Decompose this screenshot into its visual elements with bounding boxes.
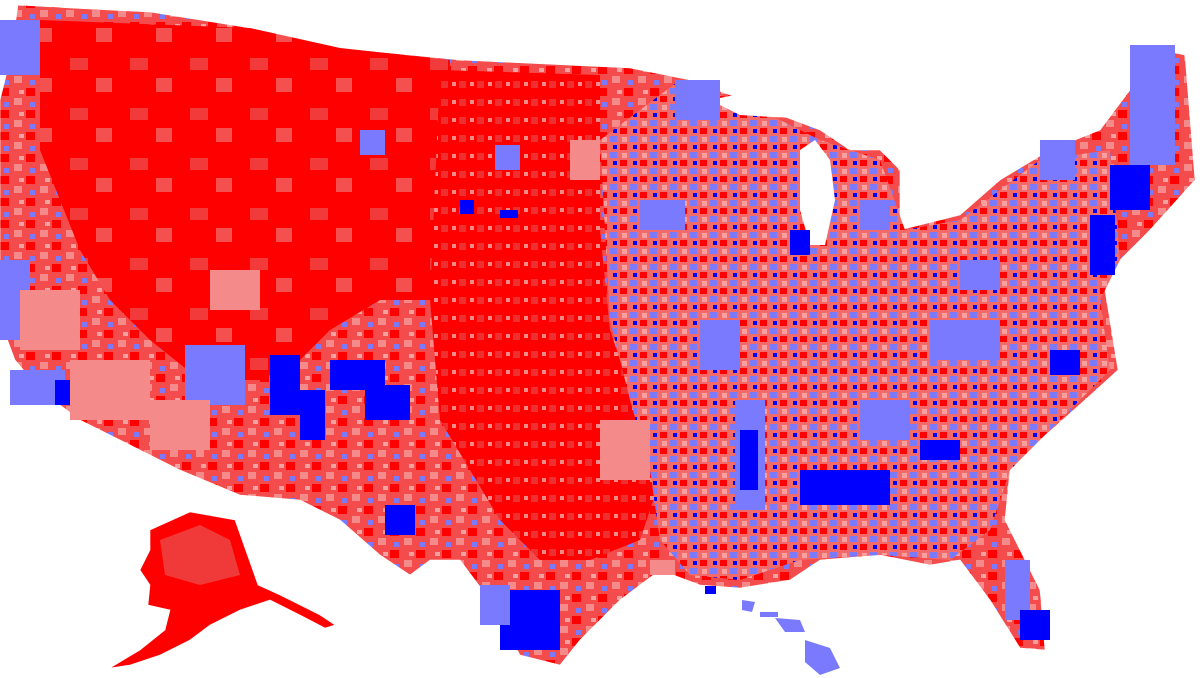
hawaii-big-island (805, 640, 840, 675)
hawaii (705, 586, 840, 675)
blue-clusters (0, 20, 1175, 650)
hawaii-maui (775, 618, 805, 632)
hawaii-molokai (760, 612, 778, 617)
alaska (109, 511, 336, 669)
hawaii-kauai (705, 586, 716, 594)
alaska-shading (160, 525, 240, 585)
alaska-landmass (109, 511, 336, 669)
contiguous-us (0, 4, 1196, 666)
lake-superior (710, 90, 800, 118)
light-red-patches (20, 140, 675, 575)
lake-michigan (800, 140, 835, 245)
eastern-region (600, 80, 1120, 580)
western-region (40, 20, 450, 380)
hawaii-oahu (742, 600, 755, 612)
